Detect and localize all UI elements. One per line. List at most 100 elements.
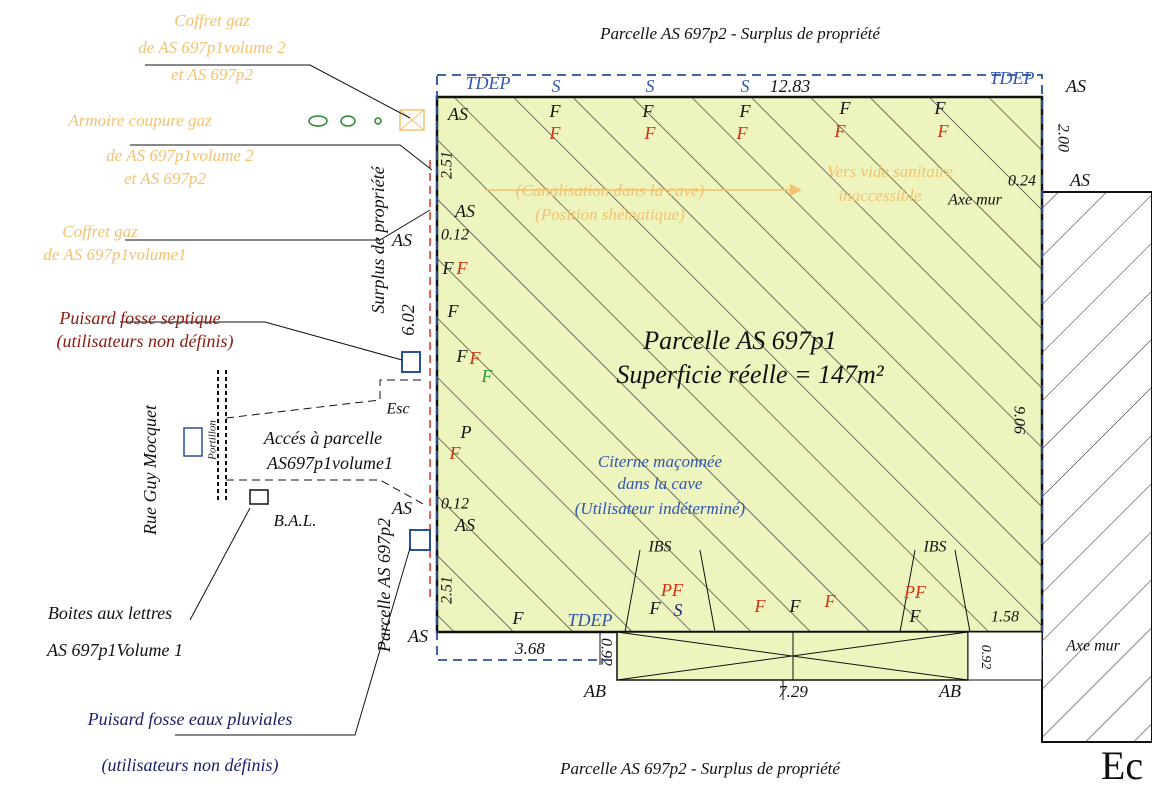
label: Citerne maçonnée	[598, 452, 723, 471]
mailbox	[249, 489, 269, 505]
label: Axe mur	[947, 192, 1003, 209]
label: Parcelle AS 697p1	[642, 326, 837, 355]
label: P	[460, 422, 472, 442]
dimension: 1.58	[991, 609, 1019, 626]
label: TDEP	[990, 68, 1035, 88]
dimension: 2.00	[1054, 124, 1071, 152]
label: AS	[1065, 76, 1086, 96]
f-label: F	[739, 101, 752, 121]
label: TDEP	[466, 73, 511, 93]
f-label: F	[789, 596, 802, 616]
f-label: F	[909, 606, 922, 626]
symbol	[374, 117, 382, 125]
symbol	[340, 115, 356, 127]
label: de AS 697p1volume 2	[106, 146, 254, 165]
label: Coffret gaz	[62, 222, 138, 241]
label: PF	[660, 580, 684, 600]
f-label: F	[642, 101, 655, 121]
label: AS	[391, 498, 412, 518]
f-label: F	[442, 258, 455, 278]
f-label: F	[481, 366, 494, 386]
label: et AS 697p2	[124, 169, 206, 188]
pipe-arrow	[790, 184, 802, 196]
label: (utilisateurs non définis)	[102, 755, 279, 776]
label: Esc	[385, 401, 409, 418]
dimension: 9.06	[1010, 406, 1027, 434]
dimension: 2.51	[439, 151, 456, 179]
label: (Canalisation dans la cave)	[516, 181, 705, 200]
label: S	[552, 76, 561, 96]
label: AB	[583, 681, 606, 701]
label: AS 697p1Volume 1	[46, 640, 183, 660]
label: de AS 697p1volume1	[43, 245, 186, 264]
dimension: 2.51	[439, 576, 456, 604]
labels: Parcelle AS 697p2 - Surplus de propriété…	[43, 11, 1143, 787]
label: AS	[391, 230, 412, 250]
label: AS	[1069, 170, 1090, 190]
label: Ec	[1101, 743, 1143, 787]
leader-lines	[120, 64, 433, 736]
label: S	[741, 76, 750, 96]
rain-sump	[409, 529, 431, 551]
label: AS	[454, 201, 475, 221]
label: Boites aux lettres	[48, 603, 172, 623]
wall-street	[217, 370, 227, 500]
f-label: F	[736, 123, 749, 143]
f-label: F	[754, 596, 767, 616]
label: Puisard fosse eaux pluviales	[87, 709, 293, 729]
dimension: 6.02	[398, 304, 418, 336]
gate	[183, 427, 203, 457]
f-label: F	[456, 346, 469, 366]
label: (utilisateurs non définis)	[57, 331, 234, 352]
f-label: F	[549, 123, 562, 143]
dimension: 12.83	[770, 76, 811, 96]
stairs	[967, 631, 1043, 681]
symbol	[308, 115, 328, 127]
label: Armoire coupure gaz	[67, 111, 212, 130]
label: Portillon	[207, 420, 219, 461]
layout	[120, 64, 1152, 743]
label: S	[646, 76, 655, 96]
label: B.A.L.	[274, 511, 317, 530]
dimension: 0.12	[441, 227, 469, 244]
label: Axe mur	[1065, 638, 1121, 655]
label: Parcelle AS 697p2 - Surplus de propriété	[599, 24, 881, 43]
label: de AS 697p1volume 2	[138, 38, 286, 57]
label: S	[674, 600, 683, 620]
dimension: 0.92	[978, 645, 993, 670]
label: Coffret gaz	[174, 11, 250, 30]
f-label: F	[469, 348, 482, 368]
f-label: F	[934, 98, 947, 118]
label: Parcelle AS 697p2	[374, 518, 394, 653]
gas-box	[399, 109, 425, 131]
gas-box-cross	[399, 109, 425, 131]
dim-lines	[599, 632, 784, 700]
dimension: 0.92	[597, 638, 614, 666]
label: AS	[454, 515, 475, 535]
label: AS697p1volume1	[266, 453, 393, 473]
annex-cross	[616, 631, 969, 681]
f-label: F	[456, 258, 469, 278]
f-label: F	[549, 101, 562, 121]
label: IBS	[647, 539, 671, 556]
f-label: F	[937, 121, 950, 141]
f-label: F	[839, 98, 852, 118]
ibs-lines	[624, 549, 971, 633]
label: (Position shématique)	[535, 205, 685, 224]
label: TDEP	[568, 610, 613, 630]
dimension: 0.12	[441, 496, 469, 513]
septic	[401, 351, 421, 373]
label: et AS 697p2	[171, 65, 253, 84]
label: Parcelle AS 697p2 - Surplus de propriété	[559, 759, 841, 778]
access-lines	[225, 379, 426, 506]
label: IBS	[922, 539, 946, 556]
dimension: 7.29	[778, 682, 808, 701]
label: (Utilisateur indéterminé)	[575, 499, 746, 518]
label: AB	[938, 681, 961, 701]
f-label: F	[644, 123, 657, 143]
label: Accés à parcelle	[263, 428, 382, 448]
label: PF	[903, 582, 927, 602]
label: Surplus de propriété	[368, 165, 388, 313]
dimension: 3.68	[514, 639, 545, 658]
